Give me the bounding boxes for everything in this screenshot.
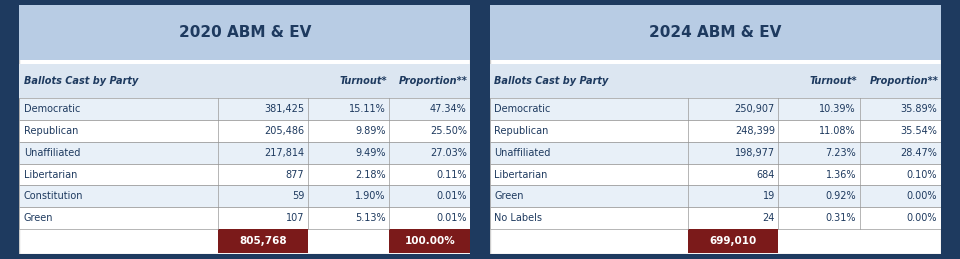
Text: 205,486: 205,486 [264,126,304,136]
Text: 35.54%: 35.54% [900,126,937,136]
Bar [19,98,470,120]
Bar [19,185,470,207]
Text: 19: 19 [762,191,775,201]
Text: 217,814: 217,814 [264,148,304,158]
Bar [19,207,470,229]
Text: 684: 684 [756,170,775,179]
Bar [19,142,470,164]
Text: 5.13%: 5.13% [355,213,386,223]
Text: 2024 ABM & EV: 2024 ABM & EV [649,25,781,40]
Text: 28.47%: 28.47% [900,148,937,158]
Text: 0.00%: 0.00% [906,191,937,201]
Text: 0.92%: 0.92% [826,191,856,201]
Text: 15.11%: 15.11% [348,104,386,114]
Text: 10.39%: 10.39% [819,104,856,114]
Text: 0.01%: 0.01% [436,213,467,223]
Bar [688,229,779,253]
Text: Proportion**: Proportion** [870,76,939,86]
Text: 805,768: 805,768 [239,236,287,246]
Text: 25.50%: 25.50% [430,126,467,136]
Bar [218,229,308,253]
Bar [19,164,470,185]
Text: 100.00%: 100.00% [404,236,455,246]
Text: 11.08%: 11.08% [819,126,856,136]
Text: 35.89%: 35.89% [900,104,937,114]
Bar [490,164,941,185]
Text: 9.89%: 9.89% [355,126,386,136]
Text: 1.36%: 1.36% [826,170,856,179]
Text: 24: 24 [762,213,775,223]
Text: 699,010: 699,010 [709,236,756,246]
Text: Constitution: Constitution [24,191,84,201]
Text: 0.31%: 0.31% [826,213,856,223]
Text: 27.03%: 27.03% [430,148,467,158]
Text: Ballots Cast by Party: Ballots Cast by Party [494,76,609,86]
Bar [490,64,941,98]
Text: Turnout*: Turnout* [809,76,857,86]
Text: Democratic: Democratic [494,104,550,114]
Text: 381,425: 381,425 [264,104,304,114]
Bar [490,5,941,60]
Text: 9.49%: 9.49% [355,148,386,158]
Text: Democratic: Democratic [24,104,80,114]
Text: 0.00%: 0.00% [906,213,937,223]
Bar [19,120,470,142]
Text: 248,399: 248,399 [734,126,775,136]
Text: Turnout*: Turnout* [339,76,387,86]
Text: No Labels: No Labels [494,213,542,223]
Text: Libertarian: Libertarian [24,170,77,179]
Bar [490,185,941,207]
Bar [490,207,941,229]
Text: Unaffiliated: Unaffiliated [24,148,80,158]
Text: 0.01%: 0.01% [436,191,467,201]
Bar [490,98,941,120]
Text: 2020 ABM & EV: 2020 ABM & EV [179,25,311,40]
Text: 7.23%: 7.23% [826,148,856,158]
Text: 250,907: 250,907 [734,104,775,114]
Text: Libertarian: Libertarian [494,170,547,179]
Bar [490,120,941,142]
Text: 59: 59 [292,191,304,201]
Bar [19,5,470,60]
Bar [389,229,470,253]
Text: Republican: Republican [24,126,78,136]
Text: Green: Green [24,213,53,223]
Text: Republican: Republican [494,126,548,136]
Text: 107: 107 [286,213,304,223]
Text: Unaffiliated: Unaffiliated [494,148,550,158]
Text: 198,977: 198,977 [734,148,775,158]
Text: 47.34%: 47.34% [430,104,467,114]
Text: Green: Green [494,191,523,201]
Text: 0.11%: 0.11% [436,170,467,179]
Bar [19,64,470,98]
Text: Ballots Cast by Party: Ballots Cast by Party [24,76,138,86]
Text: Proportion**: Proportion** [399,76,468,86]
Text: 0.10%: 0.10% [906,170,937,179]
Text: 1.90%: 1.90% [355,191,386,201]
Bar [490,142,941,164]
Text: 877: 877 [286,170,304,179]
Text: 2.18%: 2.18% [355,170,386,179]
